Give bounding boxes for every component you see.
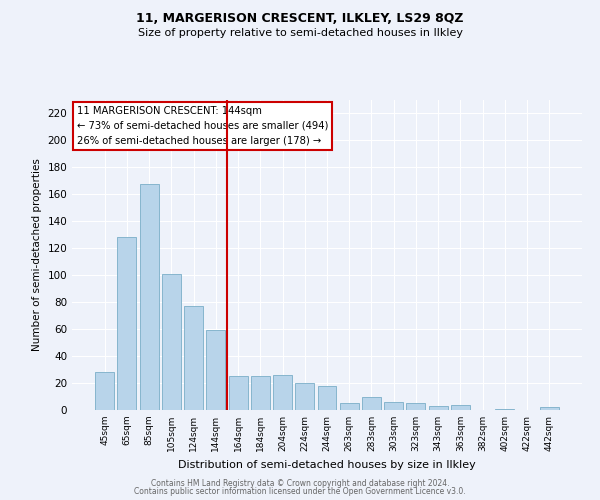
X-axis label: Distribution of semi-detached houses by size in Ilkley: Distribution of semi-detached houses by … — [178, 460, 476, 469]
Bar — [140, 184, 158, 410]
Bar — [95, 372, 114, 410]
Bar — [184, 306, 203, 410]
Bar — [206, 330, 225, 410]
Bar — [451, 404, 470, 410]
Bar — [251, 376, 270, 410]
Text: 11, MARGERISON CRESCENT, ILKLEY, LS29 8QZ: 11, MARGERISON CRESCENT, ILKLEY, LS29 8Q… — [136, 12, 464, 26]
Bar — [540, 408, 559, 410]
Text: 11 MARGERISON CRESCENT: 144sqm
← 73% of semi-detached houses are smaller (494)
2: 11 MARGERISON CRESCENT: 144sqm ← 73% of … — [77, 106, 328, 146]
Bar — [295, 383, 314, 410]
Bar — [229, 376, 248, 410]
Bar — [496, 408, 514, 410]
Text: Contains HM Land Registry data © Crown copyright and database right 2024.: Contains HM Land Registry data © Crown c… — [151, 478, 449, 488]
Bar — [317, 386, 337, 410]
Bar — [273, 375, 292, 410]
Bar — [118, 238, 136, 410]
Text: Size of property relative to semi-detached houses in Ilkley: Size of property relative to semi-detach… — [137, 28, 463, 38]
Text: Contains public sector information licensed under the Open Government Licence v3: Contains public sector information licen… — [134, 487, 466, 496]
Bar — [406, 404, 425, 410]
Bar — [362, 396, 381, 410]
Bar — [384, 402, 403, 410]
Bar — [429, 406, 448, 410]
Y-axis label: Number of semi-detached properties: Number of semi-detached properties — [32, 158, 42, 352]
Bar — [340, 404, 359, 410]
Bar — [162, 274, 181, 410]
